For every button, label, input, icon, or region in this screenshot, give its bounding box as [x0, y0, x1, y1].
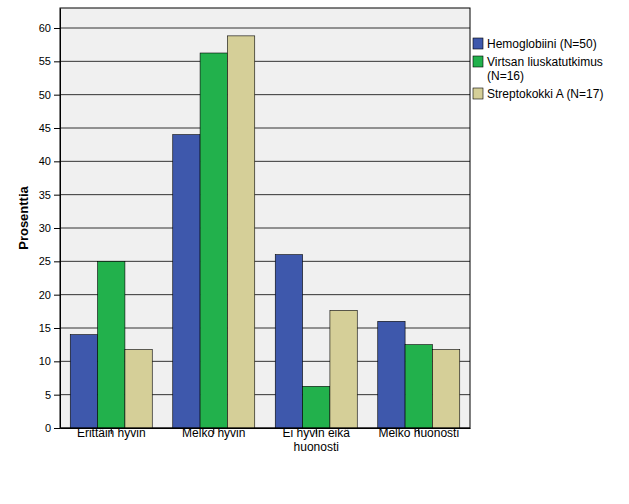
y-axis: 0 5 10 15 20 25 30 35 40 45 50 55 60	[39, 9, 61, 435]
y-tick: 45	[39, 122, 60, 134]
bar	[173, 135, 200, 428]
grid-line	[60, 194, 470, 195]
x-tick: Melko hyvin	[182, 426, 245, 440]
bar	[303, 386, 330, 428]
y-tick-label: 30	[39, 222, 51, 234]
plot-frame	[60, 8, 470, 428]
y-tick-mark	[54, 195, 60, 196]
y-tick: 20	[39, 289, 60, 301]
x-tick: Melko huonosti	[378, 426, 459, 440]
y-tick-mark	[54, 95, 60, 96]
bar	[200, 53, 227, 428]
grid-line	[60, 128, 470, 129]
y-tick: 15	[39, 322, 60, 334]
grid	[60, 28, 470, 428]
y-tick-label: 45	[39, 122, 51, 134]
y-tick-label: 5	[45, 389, 51, 401]
bar	[330, 310, 357, 428]
bar-series	[98, 53, 433, 428]
y-tick-label: 35	[39, 189, 51, 201]
legend-item: Virtsan liuskatutkimus(N=16)	[473, 55, 603, 83]
y-tick-mark	[54, 261, 60, 262]
y-axis-title: Prosenttia	[16, 185, 31, 249]
y-tick: 5	[45, 389, 60, 401]
x-axis: Erittäin hyvin Melko hyvin Ei hyvin eikähu…	[61, 426, 471, 454]
y-tick-mark	[54, 328, 60, 329]
bar	[70, 335, 97, 428]
legend-swatch	[473, 38, 483, 49]
y-tick: 40	[39, 155, 60, 167]
bar	[405, 345, 432, 428]
plot: 0 5 10 15 20 25 30 35 40 45 50 55 60 Erittäin hyvin Me…	[39, 8, 471, 454]
bars	[70, 36, 460, 428]
y-tick: 60	[39, 22, 60, 34]
y-tick: 55	[39, 55, 60, 67]
legend-label: Hemoglobiini (N=50)	[487, 37, 597, 51]
plot-background	[60, 8, 470, 428]
bar-series	[125, 36, 460, 428]
y-tick-mark	[54, 128, 60, 129]
y-tick-label: 50	[39, 89, 51, 101]
y-tick: 50	[39, 89, 60, 101]
bar	[98, 261, 125, 428]
y-tick-mark	[54, 28, 60, 29]
bar	[125, 350, 152, 428]
y-tick-mark	[54, 61, 60, 62]
y-tick-mark	[54, 395, 60, 396]
legend-swatch	[473, 56, 483, 67]
y-tick: 30	[39, 222, 60, 234]
legend: Hemoglobiini (N=50) Virtsan liuskatutkimu…	[473, 37, 603, 101]
x-tick-label: Melko huonosti	[378, 426, 459, 440]
grid-line	[60, 94, 470, 95]
bar	[275, 255, 302, 428]
y-tick: 25	[39, 255, 60, 267]
grid-line	[60, 228, 470, 229]
y-tick-label: 10	[39, 355, 51, 367]
x-tick-label: Melko hyvin	[182, 426, 245, 440]
y-tick-label: 60	[39, 22, 51, 34]
legend-item: Streptokokki A (N=17)	[473, 87, 603, 101]
bar	[378, 321, 405, 428]
y-tick-label: 15	[39, 322, 51, 334]
y-tick-label: 0	[45, 422, 51, 434]
y-axis-line	[60, 9, 61, 429]
x-tick: Erittäin hyvin	[77, 426, 146, 440]
y-tick-mark	[54, 295, 60, 296]
y-tick-mark	[54, 228, 60, 229]
y-tick: 35	[39, 189, 60, 201]
legend-item: Hemoglobiini (N=50)	[473, 37, 597, 51]
y-tick-label: 25	[39, 255, 51, 267]
y-tick-mark	[54, 161, 60, 162]
x-tick-label: Erittäin hyvin	[77, 426, 146, 440]
grid-line	[60, 61, 470, 62]
x-tick-label: Ei hyvin eikähuonosti	[283, 426, 351, 454]
bar	[227, 36, 254, 428]
bar	[432, 350, 459, 428]
legend-label: Virtsan liuskatutkimus(N=16)	[487, 55, 603, 83]
y-tick-label: 40	[39, 155, 51, 167]
x-tick: Ei hyvin eikähuonosti	[283, 426, 351, 454]
grid-line	[60, 161, 470, 162]
y-tick: 0	[45, 422, 60, 434]
y-tick-mark	[54, 428, 60, 429]
y-tick-mark	[54, 361, 60, 362]
y-tick-label: 55	[39, 55, 51, 67]
grid-line	[60, 28, 470, 29]
legend-label: Streptokokki A (N=17)	[487, 87, 603, 101]
chart: 0 5 10 15 20 25 30 35 40 45 50 55 60 Erittäin hyvin Me…	[0, 0, 629, 504]
y-tick-label: 20	[39, 289, 51, 301]
y-tick: 10	[39, 355, 60, 367]
legend-swatch	[473, 88, 483, 99]
